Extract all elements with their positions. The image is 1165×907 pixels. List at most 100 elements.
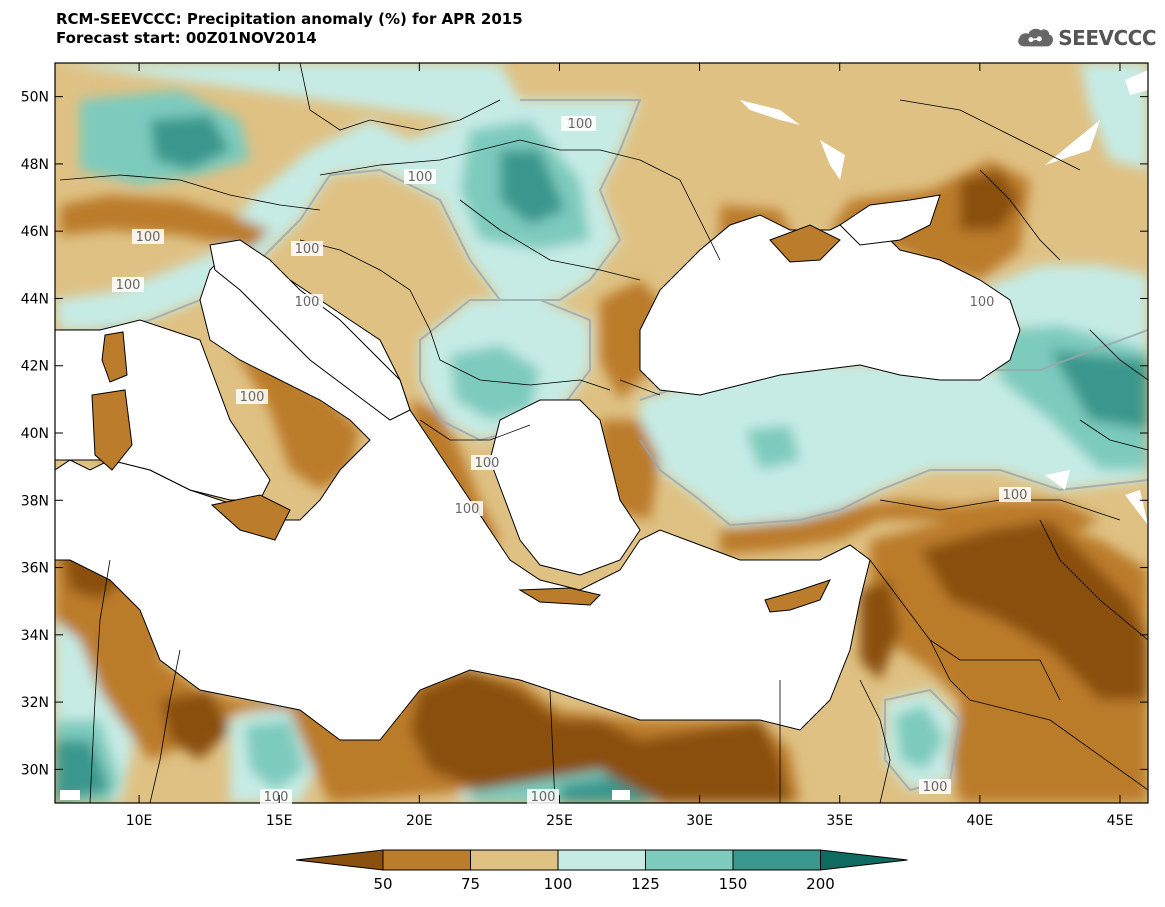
- contour-label-bg: [999, 487, 1031, 502]
- mediterranean-sea: [55, 249, 871, 741]
- field-150-200-caucasus: [1050, 350, 1148, 430]
- y-tick-label: 30N: [21, 762, 49, 778]
- contour-label: 100: [531, 790, 556, 805]
- contour-label: 100: [568, 117, 593, 132]
- colorbar-level-label: 150: [719, 875, 748, 893]
- colorbar-level-label: 100: [544, 875, 573, 893]
- contour-label-bg: [451, 501, 483, 516]
- contour-label-bg: [291, 241, 323, 256]
- contour-label: 100: [295, 242, 320, 257]
- contour-label: 100: [240, 390, 265, 405]
- colorbar-upper-arrow: [820, 849, 908, 871]
- x-tick-label: 30E: [686, 813, 713, 829]
- contour-label-bg: [291, 294, 323, 309]
- contour-label: 100: [136, 230, 161, 245]
- contour-label: 100: [1003, 488, 1028, 503]
- x-tick-label: 15E: [266, 813, 293, 829]
- cloud-logo-icon: [1018, 28, 1053, 47]
- contour-label: 100: [970, 295, 995, 310]
- field-lt50-syria: [920, 520, 1148, 700]
- y-tick-label: 40N: [21, 426, 49, 442]
- field-125-150-jordan: [895, 705, 945, 770]
- colorbar-level-label: 50: [373, 875, 392, 893]
- field-150-200-libya: [55, 740, 110, 803]
- contour-label-bg: [404, 169, 436, 184]
- islands: [91, 224, 841, 613]
- contour-label-bg: [471, 455, 503, 470]
- island-corsica: [101, 331, 128, 383]
- field-150-200-carpathian: [500, 150, 565, 225]
- seevccc-logo: SEEVCCC: [1016, 20, 1156, 56]
- title-line-1: RCM-SEEVCCC: Precipitation anomaly (%) f…: [56, 10, 523, 28]
- colorbar-level-label: 75: [461, 875, 480, 893]
- contour-label: 100: [408, 170, 433, 185]
- y-tick-label: 34N: [21, 628, 49, 644]
- y-tick-label: 50N: [21, 90, 49, 106]
- field-lt50-ukraine: [960, 170, 1020, 230]
- x-axis: 10E 15E 20E 25E 30E 35E 40E 45E: [126, 63, 1134, 829]
- logo-text: SEEVCCC: [1058, 26, 1156, 50]
- field-125-150-balkans: [450, 345, 540, 420]
- x-tick-label: 25E: [546, 813, 573, 829]
- field-lt50-libya: [160, 690, 230, 760]
- contour-label-bg: [112, 277, 144, 292]
- black-sea: [639, 214, 1021, 396]
- contour-label-bg: [236, 389, 268, 404]
- field-150-200-alps: [150, 115, 230, 170]
- y-tick-label: 42N: [21, 359, 49, 375]
- contour-label: 100: [264, 790, 289, 805]
- field-100-125-caucasus: [980, 265, 1148, 340]
- colorbar-swatch: [732, 849, 821, 871]
- x-tick-label: 10E: [126, 813, 153, 829]
- colorbar-level-label: 125: [631, 875, 660, 893]
- island-cyprus: [764, 579, 831, 613]
- contour-label: 100: [455, 502, 480, 517]
- contour-labels: 100 100 100 100 100 100 100 100 100 100 100 100 100 1…: [112, 116, 1031, 805]
- sea-of-azov: [839, 194, 941, 246]
- y-tick-label: 46N: [21, 224, 49, 240]
- contour-label: 100: [923, 780, 948, 795]
- x-tick-label: 20E: [406, 813, 433, 829]
- y-tick-label: 32N: [21, 695, 49, 711]
- field-125-150-anatolia: [745, 425, 800, 470]
- contour-label-bg: [527, 789, 559, 804]
- map-title: RCM-SEEVCCC: Precipitation anomaly (%) f…: [56, 10, 523, 48]
- contour-label: 100: [295, 295, 320, 310]
- field-125-150-n-africa: [245, 720, 305, 790]
- contour-label-bg: [919, 779, 951, 794]
- contour-label-bg: [564, 116, 596, 131]
- title-line-2: Forecast start: 00Z01NOV2014: [56, 29, 317, 47]
- adriatic-sea: [209, 239, 411, 421]
- island-crete: [518, 587, 601, 606]
- colorbar-lower-arrow: [295, 849, 384, 871]
- y-tick-label: 38N: [21, 493, 49, 509]
- map-field: [55, 63, 1148, 803]
- y-tick-label: 48N: [21, 157, 49, 173]
- missing-data-patches: [60, 70, 1148, 800]
- x-tick-label: 35E: [826, 813, 853, 829]
- country-borders: [59, 63, 1148, 803]
- contour-label: 100: [116, 278, 141, 293]
- island-sicily: [210, 494, 291, 541]
- aegean-sea: [489, 399, 641, 576]
- island-sardinia: [91, 389, 133, 471]
- y-tick-label: 44N: [21, 291, 49, 307]
- contour-label-bg: [132, 229, 164, 244]
- field-50-75-anatolia: [720, 500, 1100, 555]
- contour-label-bg: [966, 294, 998, 309]
- colorbar-level-label: 200: [806, 875, 835, 893]
- colorbar-swatch: [645, 849, 734, 871]
- x-tick-label: 40E: [967, 813, 994, 829]
- field-lt50-egypt: [410, 670, 790, 803]
- y-tick-label: 36N: [21, 561, 49, 577]
- field-lt50-levant-s: [860, 580, 900, 680]
- x-tick-label: 45E: [1107, 813, 1134, 829]
- island-crimea: [769, 224, 841, 263]
- y-axis: 50N 48N 46N 44N 42N 40N 38N 36N 34N 32N 30N: [21, 90, 1148, 778]
- colorbar-legend: 50 75 100 125 150 200: [295, 849, 908, 893]
- contour-label-bg: [260, 789, 292, 804]
- field-50-75-alps: [60, 195, 270, 250]
- seas: [55, 194, 1021, 741]
- colorbar-swatch: [557, 849, 646, 871]
